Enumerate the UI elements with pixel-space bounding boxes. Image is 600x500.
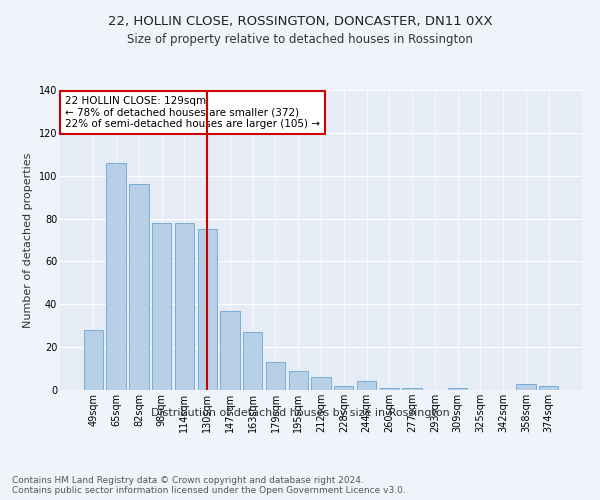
Bar: [516, 384, 536, 390]
Text: Contains HM Land Registry data © Crown copyright and database right 2024.
Contai: Contains HM Land Registry data © Crown c…: [12, 476, 406, 495]
Bar: [129, 184, 149, 390]
Bar: [539, 386, 558, 390]
Text: 22 HOLLIN CLOSE: 129sqm
← 78% of detached houses are smaller (372)
22% of semi-d: 22 HOLLIN CLOSE: 129sqm ← 78% of detache…: [65, 96, 320, 129]
Bar: [220, 310, 239, 390]
Y-axis label: Number of detached properties: Number of detached properties: [23, 152, 33, 328]
Bar: [380, 388, 399, 390]
Text: 22, HOLLIN CLOSE, ROSSINGTON, DONCASTER, DN11 0XX: 22, HOLLIN CLOSE, ROSSINGTON, DONCASTER,…: [107, 15, 493, 28]
Bar: [334, 386, 353, 390]
Bar: [106, 163, 126, 390]
Bar: [197, 230, 217, 390]
Bar: [311, 377, 331, 390]
Bar: [403, 388, 422, 390]
Bar: [357, 382, 376, 390]
Text: Distribution of detached houses by size in Rossington: Distribution of detached houses by size …: [151, 408, 449, 418]
Bar: [84, 330, 103, 390]
Bar: [152, 223, 172, 390]
Bar: [175, 223, 194, 390]
Bar: [448, 388, 467, 390]
Bar: [243, 332, 262, 390]
Bar: [266, 362, 285, 390]
Text: Size of property relative to detached houses in Rossington: Size of property relative to detached ho…: [127, 32, 473, 46]
Bar: [289, 370, 308, 390]
